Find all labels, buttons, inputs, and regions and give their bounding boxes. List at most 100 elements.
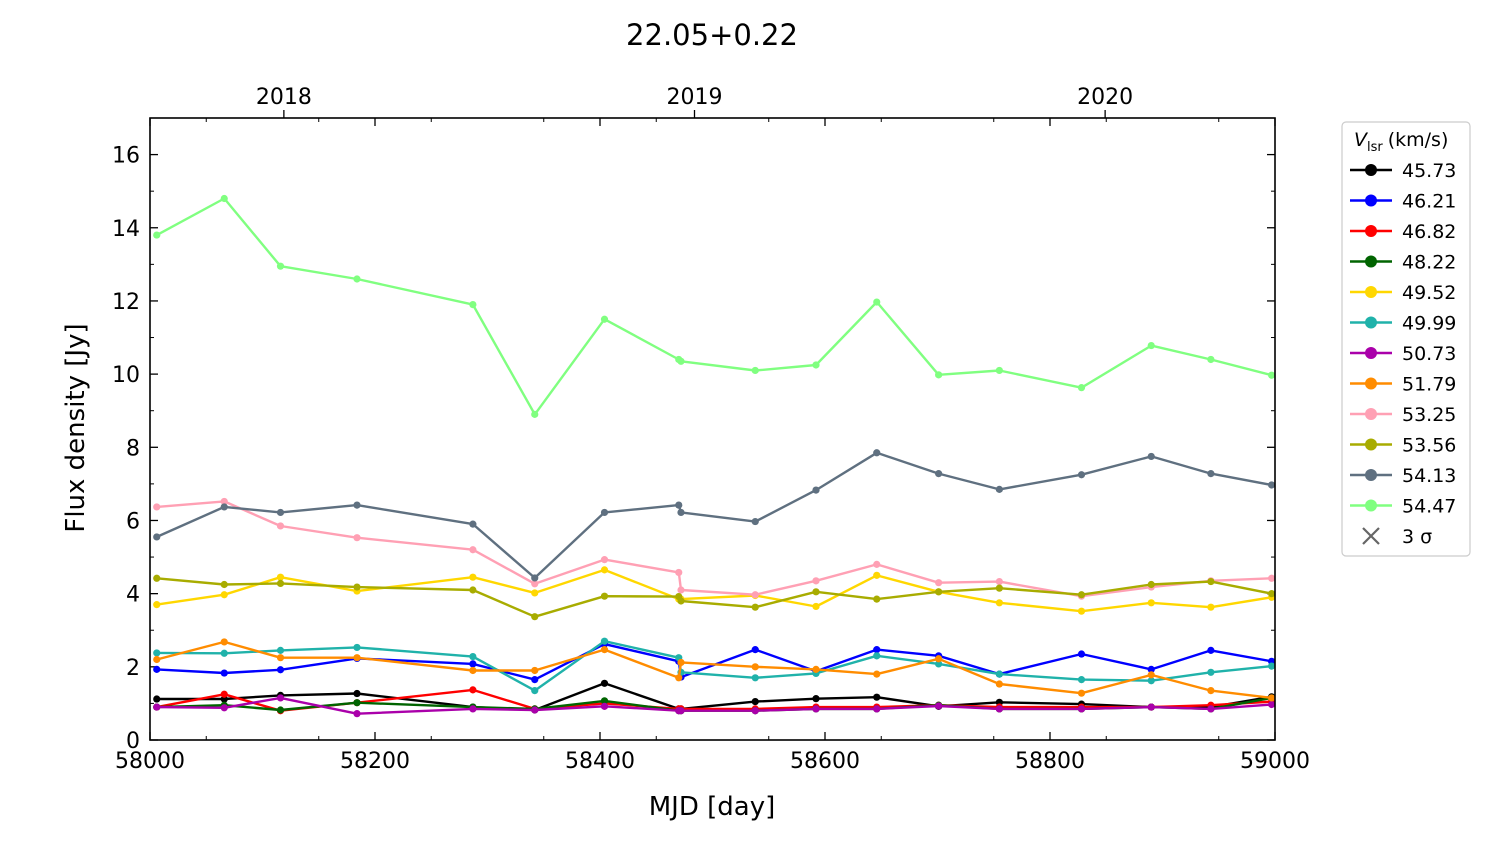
data-point — [531, 666, 539, 675]
data-point — [1147, 665, 1155, 673]
data-point — [276, 522, 285, 530]
data-point — [995, 599, 1003, 607]
data-point — [935, 371, 943, 379]
data-point — [353, 710, 361, 718]
y-tick-label: 0 — [126, 729, 140, 754]
legend-marker — [1365, 469, 1377, 481]
data-point — [353, 654, 361, 662]
data-point — [1077, 650, 1086, 658]
data-point — [812, 705, 820, 713]
x-tick-label: 58600 — [790, 749, 860, 774]
legend-3sigma-label: 3 σ — [1402, 526, 1432, 548]
legend-title-subscript: lsr — [1367, 140, 1383, 155]
data-point — [220, 591, 228, 599]
legend-marker — [1365, 347, 1377, 359]
data-point — [600, 697, 609, 705]
data-point — [469, 546, 477, 554]
data-point — [812, 486, 820, 494]
data-point — [1147, 341, 1155, 350]
data-point — [531, 687, 539, 695]
y-tick-label: 2 — [126, 656, 140, 681]
x-tick-label: 58000 — [115, 749, 185, 774]
y-tick-label: 12 — [112, 290, 140, 315]
legend-label: 51.79 — [1402, 374, 1456, 396]
legend-label: 48.22 — [1402, 252, 1456, 274]
data-point — [531, 706, 539, 714]
series-line-45.73 — [156, 682, 1272, 712]
legend-label: 54.13 — [1402, 465, 1456, 487]
data-point — [1207, 646, 1215, 654]
data-point — [153, 503, 161, 511]
data-point — [531, 574, 539, 582]
data-point — [531, 580, 539, 588]
plot-frame — [149, 117, 1276, 741]
data-point — [469, 573, 477, 581]
data-point — [276, 262, 285, 270]
legend-label: 49.99 — [1402, 313, 1456, 335]
data-point — [812, 695, 820, 703]
data-point — [873, 646, 881, 654]
data-point — [935, 470, 943, 478]
data-point — [812, 577, 820, 585]
data-point — [153, 649, 161, 657]
data-point — [995, 705, 1003, 713]
data-point — [153, 533, 161, 541]
data-point — [469, 520, 477, 528]
data-point — [600, 646, 609, 654]
data-point — [1268, 694, 1276, 702]
data-point — [600, 592, 609, 600]
data-point — [469, 660, 477, 668]
data-point — [276, 706, 285, 714]
data-point — [751, 646, 759, 654]
year-tick-label: 2020 — [1077, 85, 1133, 110]
data-point — [600, 508, 609, 517]
data-point — [1268, 590, 1276, 598]
data-point — [276, 694, 285, 702]
data-point — [276, 579, 285, 588]
data-point — [995, 670, 1003, 678]
data-point — [353, 583, 361, 591]
data-point — [353, 501, 361, 509]
data-point — [469, 705, 477, 713]
data-point — [677, 508, 685, 517]
data-point — [1147, 677, 1155, 685]
legend-label: 53.56 — [1402, 435, 1456, 457]
data-point — [276, 508, 285, 517]
series-line-54.47 — [156, 197, 1272, 416]
data-point — [1077, 607, 1086, 615]
x-tick-label: 58400 — [565, 749, 635, 774]
data-point — [600, 702, 609, 710]
data-point — [1077, 705, 1086, 713]
data-point — [1207, 577, 1215, 586]
data-point — [469, 301, 477, 309]
legend-marker — [1365, 225, 1377, 237]
data-point — [1207, 705, 1215, 713]
data-point — [935, 660, 943, 668]
series-line-50.73 — [156, 696, 1272, 715]
legend-marker — [1365, 164, 1377, 176]
data-point — [1147, 452, 1155, 461]
series-line-53.25 — [156, 500, 1272, 598]
data-point — [600, 566, 609, 574]
data-point — [677, 658, 685, 667]
data-point — [1077, 591, 1086, 599]
data-point — [873, 571, 881, 579]
legend-marker — [1365, 377, 1377, 390]
data-point — [220, 194, 228, 203]
data-point — [153, 231, 161, 239]
data-point — [677, 357, 685, 365]
data-point — [812, 361, 820, 369]
x-tick-label: 58800 — [1015, 749, 1085, 774]
data-point — [600, 679, 609, 687]
plot-area — [153, 194, 1276, 718]
y-tick-label: 8 — [126, 436, 140, 461]
data-point — [531, 589, 539, 597]
data-point — [220, 649, 228, 657]
data-point — [1077, 676, 1086, 684]
data-point — [677, 707, 685, 715]
y-tick-label: 4 — [126, 583, 140, 608]
data-point — [1147, 580, 1155, 589]
data-point — [935, 655, 943, 663]
x-tick-label: 58200 — [340, 749, 410, 774]
